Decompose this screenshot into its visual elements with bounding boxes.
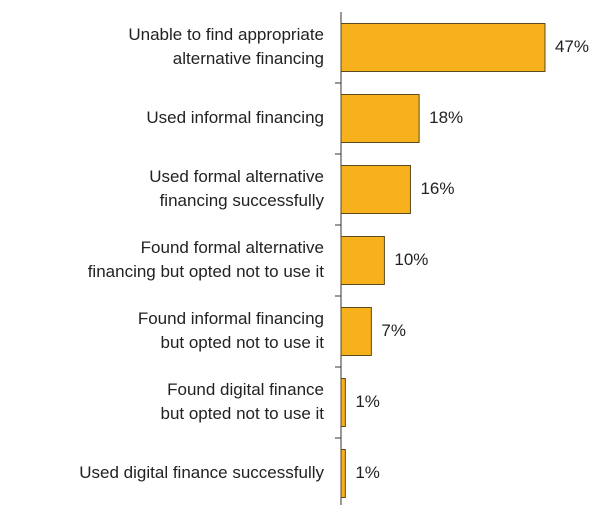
- category-label: alternative financing: [173, 49, 324, 68]
- category-label: financing successfully: [160, 191, 325, 210]
- value-label: 1%: [355, 463, 380, 482]
- category-label: Used formal alternative: [149, 167, 324, 186]
- value-label: 1%: [355, 392, 380, 411]
- value-label: 18%: [429, 108, 463, 127]
- bar: [340, 94, 420, 143]
- category-label: financing but opted not to use it: [88, 262, 325, 281]
- bar: [340, 307, 372, 356]
- category-label: Found digital finance: [167, 380, 324, 399]
- category-label: Found informal financing: [138, 309, 324, 328]
- value-label: 47%: [555, 37, 589, 56]
- bar: [340, 236, 385, 285]
- value-label: 7%: [381, 321, 406, 340]
- value-label: 16%: [420, 179, 454, 198]
- bar: [340, 449, 346, 498]
- category-label: Found formal alternative: [141, 238, 324, 257]
- value-label: 10%: [394, 250, 428, 269]
- category-label: but opted not to use it: [160, 333, 324, 352]
- category-label: but opted not to use it: [160, 404, 324, 423]
- category-label: Used informal financing: [146, 108, 324, 127]
- bar: [340, 378, 346, 427]
- category-label: Unable to find appropriate: [128, 25, 324, 44]
- category-label: Used digital finance successfully: [79, 463, 324, 482]
- bar: [340, 23, 546, 72]
- bar: [340, 165, 411, 214]
